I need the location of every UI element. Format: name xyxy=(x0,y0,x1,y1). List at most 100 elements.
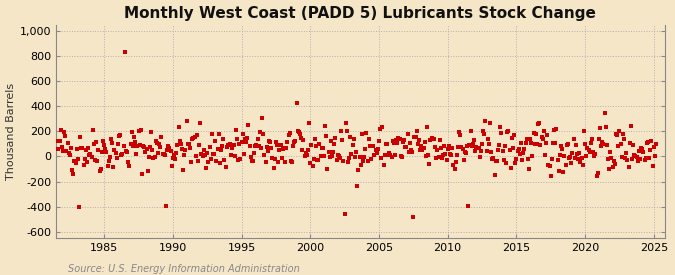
Point xyxy=(608,159,619,163)
Point xyxy=(554,169,564,173)
Point xyxy=(72,157,83,161)
Point xyxy=(626,124,637,128)
Point xyxy=(408,214,418,219)
Point xyxy=(516,157,527,162)
Point xyxy=(105,155,115,160)
Point xyxy=(159,152,170,157)
Point xyxy=(419,140,430,144)
Point xyxy=(463,204,474,208)
Point xyxy=(449,167,460,171)
Point xyxy=(317,146,328,150)
Point xyxy=(496,130,507,135)
Point xyxy=(187,137,198,141)
Point xyxy=(344,155,354,160)
Point xyxy=(503,129,514,133)
Point xyxy=(140,150,151,154)
Point xyxy=(521,137,532,142)
Point xyxy=(504,148,515,152)
Point xyxy=(338,159,349,163)
Point xyxy=(468,141,479,146)
Point xyxy=(558,170,569,174)
Point xyxy=(154,142,165,146)
Point xyxy=(335,129,346,133)
Point xyxy=(305,161,316,166)
Point xyxy=(213,132,224,136)
Point xyxy=(590,152,601,156)
Point xyxy=(87,128,98,132)
Point xyxy=(310,144,321,148)
Point xyxy=(638,150,649,154)
Y-axis label: Thousand Barrels: Thousand Barrels xyxy=(5,83,16,180)
Point xyxy=(576,156,587,161)
Point xyxy=(312,158,323,163)
Point xyxy=(377,125,388,129)
Point xyxy=(107,140,117,145)
Point xyxy=(445,152,456,156)
Point xyxy=(236,140,247,145)
Point xyxy=(284,131,295,136)
Point xyxy=(639,158,650,162)
Point xyxy=(136,128,146,132)
Point xyxy=(256,145,267,150)
Point xyxy=(103,159,114,164)
Point xyxy=(244,143,255,148)
Point xyxy=(475,148,486,153)
Point xyxy=(246,159,257,163)
Point xyxy=(156,135,167,139)
Point xyxy=(411,129,422,133)
Point xyxy=(296,136,306,140)
Point xyxy=(522,157,533,161)
Point xyxy=(421,154,431,159)
Point xyxy=(323,150,334,154)
Point xyxy=(424,162,435,166)
Point xyxy=(304,121,315,125)
Point xyxy=(426,135,437,140)
Point xyxy=(173,125,184,129)
Point xyxy=(242,136,252,140)
Point xyxy=(456,145,467,149)
Point xyxy=(547,141,558,145)
Point xyxy=(613,143,624,148)
Point xyxy=(289,140,300,145)
Point xyxy=(412,142,423,146)
Point xyxy=(121,149,132,153)
Point xyxy=(294,131,305,136)
Point xyxy=(276,156,287,160)
Point xyxy=(97,150,107,154)
Point xyxy=(109,148,120,152)
Point xyxy=(353,167,364,172)
Point xyxy=(542,133,553,138)
Point xyxy=(622,158,633,162)
Point xyxy=(238,132,248,136)
Point xyxy=(506,136,517,141)
Point xyxy=(337,138,348,142)
Point xyxy=(550,141,561,146)
Point xyxy=(603,167,614,172)
Point xyxy=(219,158,230,163)
Point xyxy=(626,157,637,161)
Point xyxy=(227,146,238,150)
Point xyxy=(577,163,588,167)
Point xyxy=(181,119,192,123)
Point xyxy=(65,145,76,150)
Point xyxy=(342,128,352,133)
Point xyxy=(134,142,145,147)
Point xyxy=(404,150,414,154)
Point xyxy=(601,143,612,147)
Point xyxy=(598,141,609,146)
Point xyxy=(290,139,301,144)
Point xyxy=(634,157,645,161)
Point xyxy=(585,149,595,154)
Point xyxy=(308,156,319,161)
Point xyxy=(387,139,398,144)
Point xyxy=(64,153,75,157)
Point xyxy=(261,160,271,165)
Point xyxy=(580,153,591,158)
Point xyxy=(597,139,608,144)
Point xyxy=(146,130,157,134)
Point xyxy=(401,145,412,149)
Point xyxy=(464,143,475,147)
Point xyxy=(354,155,365,159)
Point xyxy=(520,141,531,145)
Point xyxy=(452,145,463,149)
